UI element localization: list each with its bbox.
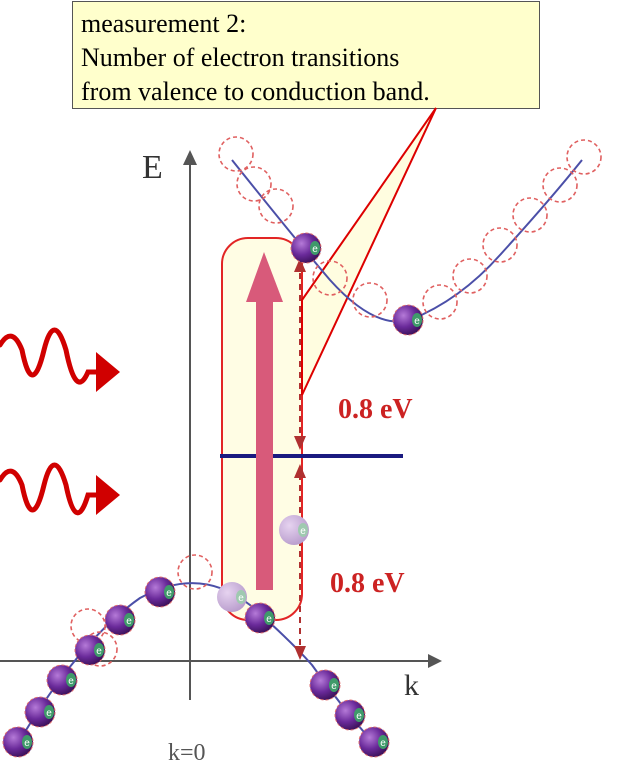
callout-line-3: from valence to conduction band. — [81, 77, 430, 106]
upper-gap-label: 0.8 eV — [338, 394, 413, 425]
electron-marker-7: e — [126, 616, 132, 627]
electron-marker-2: e — [414, 316, 420, 327]
electron-marker-14: e — [380, 738, 386, 749]
electron-9: e — [46, 664, 78, 696]
holes-layer — [70, 136, 602, 667]
excitation-arrow — [246, 252, 283, 590]
hole-2 — [236, 166, 272, 202]
hole-8 — [482, 227, 518, 263]
electron-8: e — [74, 634, 106, 666]
hole-13 — [70, 608, 106, 644]
hole-7 — [452, 258, 488, 294]
hole-5 — [352, 282, 388, 318]
electron-14: e — [358, 726, 390, 758]
electron-marker-6: e — [166, 588, 172, 599]
callout-line-1: measurement 2: — [81, 9, 247, 38]
momentum-axis-label: k — [404, 669, 419, 702]
electron-marker-9: e — [68, 676, 74, 687]
electron-3: e — [279, 515, 309, 545]
photon-wave-bottom — [0, 462, 120, 516]
upper-gap-arrowhead-bottom — [294, 436, 306, 450]
callout-box: measurement 2: Number of electron transi… — [72, 1, 540, 109]
hole-14 — [82, 631, 118, 667]
hole-10 — [542, 167, 578, 203]
electron-13: e — [334, 699, 366, 731]
electron-marker-13: e — [356, 711, 362, 722]
e-axis-arrowhead — [183, 150, 197, 165]
callout-pointer — [301, 107, 437, 396]
electron-marker-4: e — [238, 593, 244, 604]
electron-marker-11: e — [24, 738, 30, 749]
electron-7: e — [104, 604, 136, 636]
photon-wave-top — [0, 327, 120, 392]
electrons-layer: e e e e e e e e e e e e e e — [2, 232, 424, 758]
electron-marker-12: e — [331, 681, 337, 692]
electron-5: e — [244, 602, 276, 634]
hole-3 — [258, 188, 294, 224]
hole-9 — [512, 197, 548, 233]
lower-gap-arrowhead-bottom — [294, 646, 306, 660]
electron-6: e — [144, 576, 176, 608]
upper-gap-arrowhead-top — [294, 258, 306, 272]
hole-4 — [312, 260, 348, 296]
origin-label: k=0 — [168, 740, 206, 766]
k-axis-arrowhead — [428, 654, 442, 668]
hole-6 — [422, 284, 458, 320]
energy-axis-label: E — [142, 149, 163, 186]
electron-11: e — [2, 726, 34, 758]
hole-1 — [218, 136, 254, 172]
electron-marker-5: e — [266, 614, 272, 625]
electron-marker-10: e — [46, 708, 52, 719]
lower-gap-arrowhead-top — [294, 464, 306, 478]
electron-10: e — [24, 696, 56, 728]
electron-4: e — [217, 582, 247, 612]
valence-band — [19, 582, 376, 746]
electron-marker-8: e — [96, 646, 102, 657]
electron-1: e — [290, 232, 322, 264]
lower-gap-label: 0.8 eV — [330, 568, 405, 599]
electron-2: e — [392, 304, 424, 336]
hole-12 — [177, 554, 213, 590]
electron-marker-3: e — [300, 526, 306, 537]
callout-line-2: Number of electron transitions — [81, 43, 400, 72]
electron-12: e — [309, 669, 341, 701]
electron-marker-1: e — [312, 244, 318, 255]
hole-11 — [566, 139, 602, 175]
